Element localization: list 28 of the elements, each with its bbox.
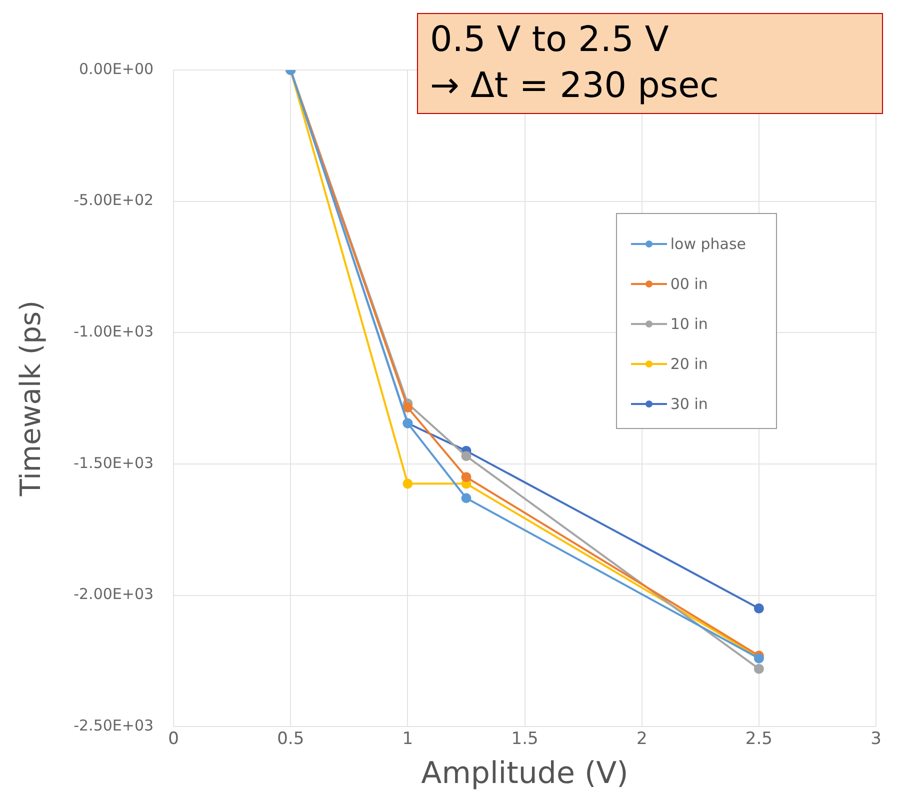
callout-box: 0.5 V to 2.5 V → Δt = 230 psec (417, 13, 883, 114)
point (754, 603, 764, 614)
x-tick-label: 1.5 (511, 729, 538, 750)
x-tick-label: 2 (636, 729, 648, 750)
x-tick-label: 0 (168, 729, 179, 750)
point (402, 402, 413, 412)
x-tick-label: 0.5 (277, 729, 304, 750)
legend-label: 30 in (670, 395, 708, 413)
y-axis-title: Timewalk (ps) (14, 300, 48, 498)
y-tick-label: -2.00E+03 (74, 585, 154, 604)
y-tick-label: -5.00E+02 (74, 191, 154, 210)
point (461, 451, 472, 462)
y-tick-label: 0.00E+00 (79, 60, 154, 78)
y-tick-label: -2.50E+03 (74, 716, 154, 734)
y-tick-label: -1.00E+03 (74, 322, 154, 341)
legend-label: 20 in (670, 355, 708, 373)
legend-label: 10 in (670, 315, 708, 333)
y-tick-label: -1.50E+03 (74, 454, 154, 472)
x-tick-label: 1 (402, 729, 414, 750)
point (461, 472, 472, 482)
legend-label: low phase (670, 235, 746, 253)
legend-label: 00 in (670, 275, 708, 293)
x-tick-label: 3 (870, 729, 882, 750)
point (754, 664, 764, 674)
x-tick-label: 2.5 (745, 729, 772, 750)
point (461, 493, 472, 504)
point (402, 478, 413, 489)
x-axis-title: Amplitude (V) (421, 756, 628, 791)
